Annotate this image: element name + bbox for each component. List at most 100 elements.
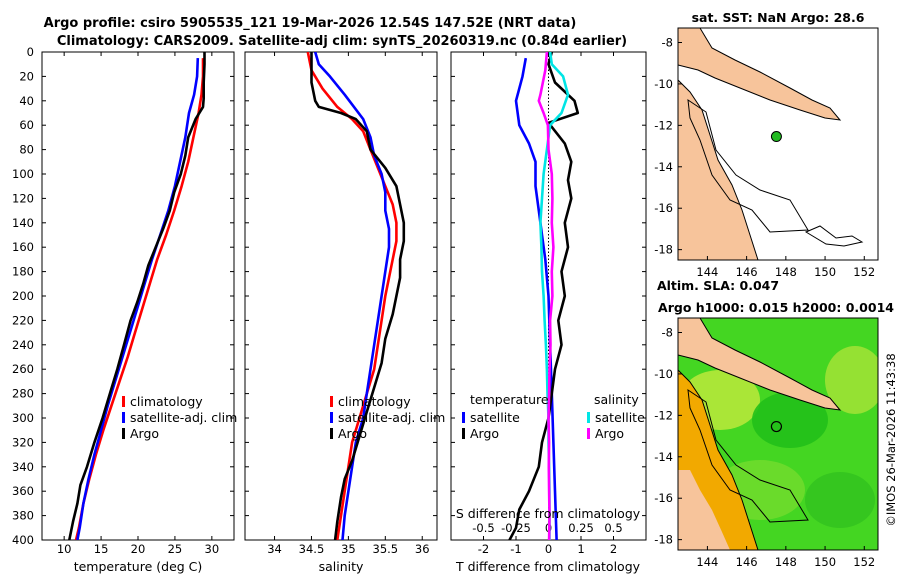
legend-s-satellite-swatch [587, 412, 590, 423]
sla-map: Altim. SLA: 0.047 Argo h1000: 0.015 h200… [654, 278, 894, 569]
legend-argo-swatch [330, 428, 333, 439]
title-line-1: Argo profile: csiro 5905535_121 19-Mar-2… [44, 16, 577, 31]
y-tick-label: 220 [12, 313, 34, 327]
sst-map-reef-islands [804, 225, 864, 247]
sla-map-land-png [678, 318, 842, 411]
x-tick-label: 36 [415, 542, 430, 556]
difference-legend-temperature: temperature satellite Argo [462, 392, 549, 441]
legend-climatology-label: climatology [130, 394, 203, 409]
legend-s-argo-swatch [587, 428, 590, 439]
y-tick-label: 260 [12, 362, 34, 376]
y-tick-label: 360 [12, 484, 34, 498]
map-x-tick-label: 150 [814, 555, 836, 569]
sla-map-frame [677, 317, 879, 551]
y-tick-label: 160 [12, 240, 34, 254]
legend-argo-label: Argo [130, 426, 159, 441]
sst-map-depth-contour [687, 98, 809, 233]
sst-map-land-png [678, 28, 842, 121]
map-x-tick-label: 146 [736, 555, 758, 569]
map-y-tick-label: -10 [654, 367, 673, 381]
legend-satellite-swatch [122, 412, 125, 423]
temperature-lines [68, 52, 206, 540]
y-tick-label: 400 [12, 533, 34, 547]
sla-map-subtitle: Argo h1000: 0.015 h2000: 0.0014 [658, 300, 894, 315]
series-line-temperature-argo [508, 52, 580, 540]
map-x-tick-label: 144 [696, 265, 718, 279]
sla-map-land-australia [678, 470, 730, 550]
legend-t-argo-swatch [462, 428, 465, 439]
y-tick-label: 100 [12, 167, 34, 181]
x-tick-label: 25 [168, 542, 183, 556]
x-tick-label: 20 [131, 542, 146, 556]
legend-t-satellite-label: satellite [470, 410, 520, 425]
x-tick-label: 1 [577, 542, 584, 556]
x-tick-label: 35 [341, 542, 356, 556]
temperature-x-ticks: 10 15 20 25 30 [57, 52, 219, 556]
map-y-tick-label: -12 [654, 118, 673, 132]
map-y-tick-label: -18 [654, 533, 673, 547]
map-y-tick-label: -8 [662, 36, 673, 50]
map-x-tick-label: 152 [853, 555, 875, 569]
legend-t-satellite-swatch [462, 412, 465, 423]
sla-anomaly-low [805, 472, 875, 528]
map-y-tick-label: -16 [654, 491, 673, 505]
y-tick-label: 240 [12, 338, 34, 352]
y-tick-label: 280 [12, 387, 34, 401]
temperature-legend: climatology satellite-adj. clim Argo [122, 394, 237, 441]
map-y-tick-label: -16 [654, 201, 673, 215]
map-y-tick-label: -12 [654, 408, 673, 422]
map-y-tick-label: -14 [654, 450, 673, 464]
legend-argo-swatch [122, 428, 125, 439]
y-tick-label: 40 [19, 94, 34, 108]
legend-t-argo-label: Argo [470, 426, 499, 441]
x-tick-label: 10 [57, 542, 72, 556]
sla-map-content [678, 318, 878, 550]
map-x-tick-label: 148 [775, 555, 797, 569]
legend-climatology-swatch [122, 396, 125, 407]
legend-salinity-heading: salinity [594, 392, 639, 407]
s-tick-label: 0.5 [604, 521, 622, 535]
y-tick-label: 340 [12, 460, 34, 474]
sst-map-title: sat. SST: NaN Argo: 28.6 [692, 10, 865, 25]
sst-map-argo-marker [770, 131, 782, 143]
depth-ticks: 0 20 40 60 80 100 120 140 160 180 200 220 240 260 280 3… [12, 45, 234, 547]
y-tick-label: 120 [12, 191, 34, 205]
map-x-tick-label: 148 [775, 265, 797, 279]
sla-map-ticks: 144 146 148 150 152 -8 -10 -12 -14 -16 -18 [654, 326, 875, 570]
difference-lines [508, 52, 580, 540]
s-tick-label: 0.25 [568, 521, 594, 535]
salinity-xlabel: salinity [319, 559, 364, 574]
y-tick-label: 60 [19, 118, 34, 132]
y-tick-label: 320 [12, 435, 34, 449]
series-line-satellite-adj-clim [76, 58, 200, 540]
s-difference-ticks: -0.5-0.2500.250.5 [472, 521, 622, 535]
y-tick-label: 380 [12, 509, 34, 523]
x-tick-label: -2 [478, 542, 489, 556]
x-tick-label: 15 [94, 542, 109, 556]
x-tick-label: 2 [610, 542, 617, 556]
legend-argo-label: Argo [338, 426, 367, 441]
temperature-xlabel: temperature (deg C) [74, 559, 203, 574]
map-x-tick-label: 144 [696, 555, 718, 569]
map-y-tick-label: -10 [654, 77, 673, 91]
legend-s-argo-label: Argo [595, 426, 624, 441]
map-x-tick-label: 152 [853, 265, 875, 279]
s-tick-label: -0.5 [472, 521, 494, 535]
series-line-climatology [306, 52, 398, 540]
legend-satellite-swatch [330, 412, 333, 423]
salinity-y-tickmarks [245, 51, 437, 541]
salinity-legend: climatology satellite-adj. clim Argo [330, 394, 445, 441]
legend-climatology-swatch [330, 396, 333, 407]
legend-climatology-label: climatology [338, 394, 411, 409]
y-tick-label: 300 [12, 411, 34, 425]
series-line-argo [310, 52, 406, 540]
salinity-lines [306, 52, 406, 540]
y-tick-label: 20 [19, 69, 34, 83]
difference-legend-salinity: salinity satellite Argo [587, 392, 645, 441]
sla-map-title: Altim. SLA: 0.047 [657, 278, 779, 293]
sla-map-depth-contour [687, 388, 809, 523]
y-tick-label: 80 [19, 143, 34, 157]
x-tick-label: 30 [205, 542, 220, 556]
y-tick-label: 140 [12, 216, 34, 230]
sst-map: sat. SST: NaN Argo: 28.6 144 146 148 150 152… [654, 10, 879, 279]
